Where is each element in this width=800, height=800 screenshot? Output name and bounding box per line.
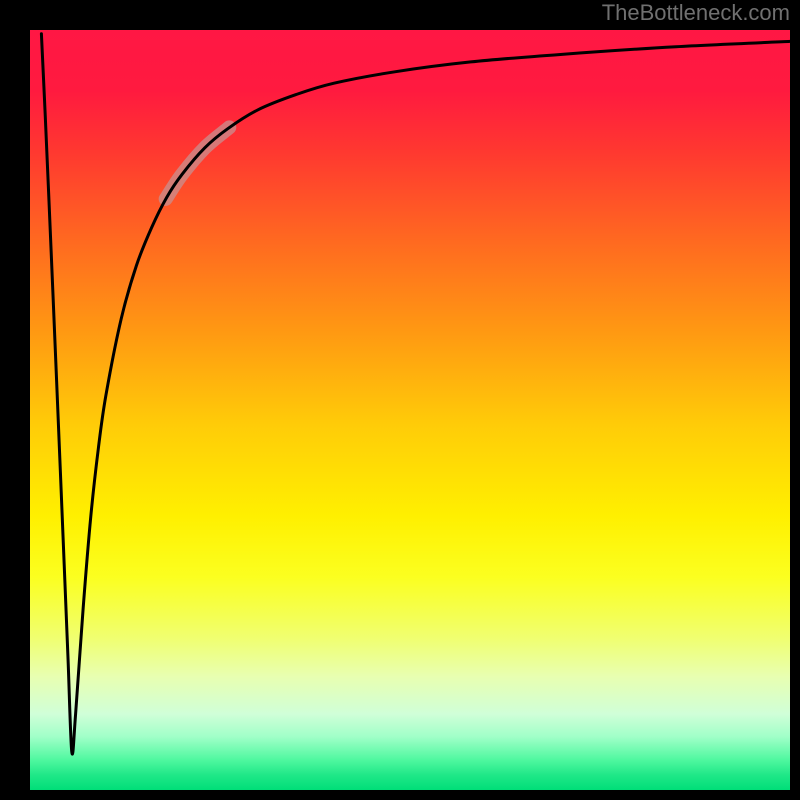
- bottleneck-chart: [0, 0, 800, 800]
- chart-gradient-background: [30, 30, 790, 790]
- watermark-text: TheBottleneck.com: [602, 0, 790, 26]
